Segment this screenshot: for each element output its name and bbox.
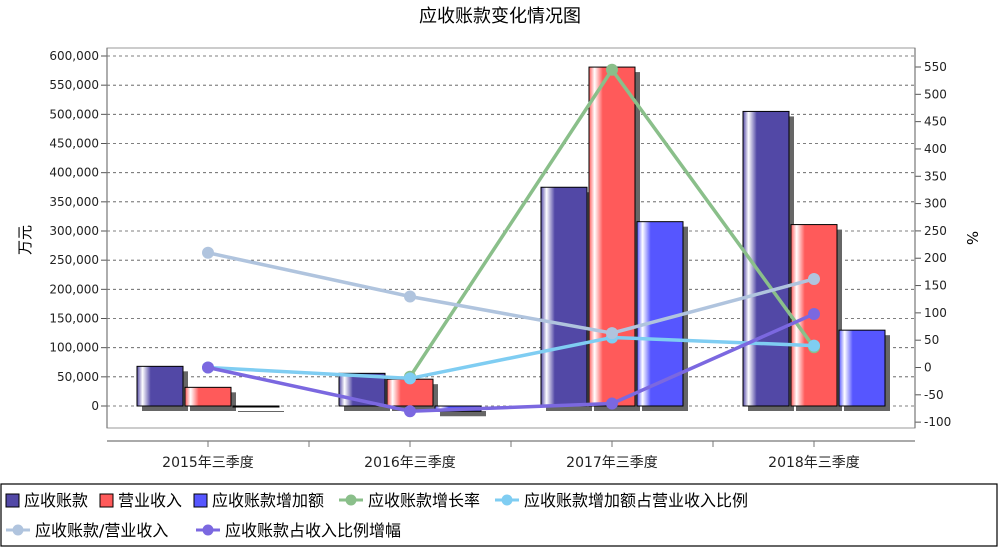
y2-tick-label: 150 [924,279,947,293]
y2-tick-label: 250 [924,224,947,238]
legend: 应收账款 营业收入 应收账款增加额 应收账款增长率 应收账款增加额占营业收入比例应收账款… [0,483,998,547]
bar-shadow [440,411,486,417]
y2-tick-label: 0 [924,361,932,375]
y-tick-label: 0 [91,399,99,413]
y-tick-label: 600,000 [49,49,99,63]
bar [636,221,684,407]
legend-swatch [99,493,114,508]
y-tick-label: 100,000 [49,341,99,355]
chart-title: 应收账款变化情况图 [419,6,581,27]
y-tick-label: 200,000 [49,282,99,296]
legend-swatch-marker [345,494,357,506]
series-line [207,251,815,335]
y2-tick-label: 50 [924,333,939,347]
y2-tick-label: -50 [924,388,944,402]
series-point [606,63,618,76]
legend-label: 应收账款 [24,491,88,510]
lines [202,63,820,418]
y-tick-label: 500,000 [49,107,99,121]
y2-tick-label: 500 [924,87,947,101]
series-point [606,327,618,340]
y2-tick-label: 300 [924,197,947,211]
y-tick-label: 50,000 [57,370,99,384]
legend-swatch [5,493,20,508]
legend-label: 应收账款增加额 [212,491,324,510]
y2-tick-label: 550 [924,60,947,74]
bar [232,405,280,408]
legend-swatch-marker [501,494,513,506]
legend-swatch [193,493,208,508]
x-tick-label: 2016年三季度 [364,455,456,471]
y-tick-label: 300,000 [49,224,99,238]
bar [838,329,886,407]
bar [588,66,636,407]
y2-tick-label: 400 [924,142,947,156]
series-point [808,272,820,285]
series-point [606,397,618,410]
legend-box [0,483,998,547]
legend-label: 营业收入 [118,491,182,510]
series-point [202,361,214,374]
legend-label: 应收账款增长率 [368,491,480,510]
series-point [404,290,416,303]
y-tick-label: 150,000 [49,312,99,326]
legend-label: 应收账款占收入比例增幅 [225,521,401,540]
y2-tick-label: 350 [924,169,947,183]
legend-label: 应收账款/营业收入 [35,521,168,540]
series-point [808,339,820,352]
y2-tick-label: 100 [924,306,947,320]
legend-swatch-marker [202,524,214,536]
y-tick-label: 250,000 [49,253,99,267]
y-tick-label: 350,000 [49,195,99,209]
series-point [404,372,416,385]
x-tick-label: 2018年三季度 [768,455,860,471]
y-tick-label: 450,000 [49,137,99,151]
legend-label: 应收账款增加额占营业收入比例 [524,491,748,510]
series-point [808,307,820,320]
axes: 0 50,000 100,000 150,000 200,000 250,000 300,0… [49,48,951,471]
y2-tick-label: 450 [924,115,947,129]
x-tick-label: 2015年三季度 [162,455,254,471]
series-line [207,335,815,381]
bar [184,386,232,407]
y-axis-title: 万元 [16,225,34,255]
x-tick-label: 2017年三季度 [566,455,658,471]
bar [136,365,184,407]
y-tick-label: 400,000 [49,166,99,180]
bar-shadow [238,411,284,412]
bars [136,66,890,417]
legend-swatch-marker [12,524,24,536]
series-line [207,312,815,413]
series-point [404,405,416,418]
series-point [202,246,214,259]
y2-tick-label: -100 [924,415,951,429]
y2-tick-label: 200 [924,251,947,265]
y2-axis-title: % [963,231,981,245]
y-tick-label: 550,000 [49,78,99,92]
bar [540,186,588,407]
